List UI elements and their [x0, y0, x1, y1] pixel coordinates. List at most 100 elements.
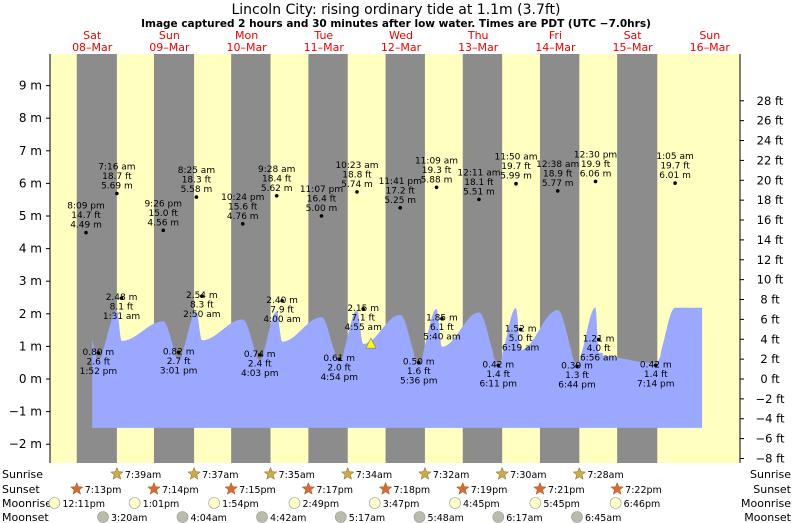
- day-date: 12–Mar: [381, 41, 422, 54]
- left-tick-label: −1 m: [9, 405, 42, 419]
- tide-label: 0.39 m: [561, 361, 593, 371]
- day-date: 11–Mar: [304, 41, 345, 54]
- tide-label: 12:11 am: [457, 168, 500, 178]
- tide-label: 5.25 m: [384, 196, 416, 206]
- tide-label: 17.2 ft: [386, 186, 416, 196]
- tide-label: 10:24 pm: [221, 193, 264, 203]
- moonset-icon: [334, 511, 347, 523]
- right-tick-label: 2 ft: [760, 352, 780, 366]
- tide-point: [361, 307, 365, 311]
- row-time: 7:28am: [587, 470, 623, 481]
- right-tick-label: 14 ft: [757, 233, 784, 247]
- row-time: 7:30am: [510, 470, 546, 481]
- moonset-icon: [176, 511, 189, 523]
- tide-point: [514, 181, 518, 186]
- tide-label: 16.4 ft: [307, 195, 337, 205]
- left-tick-label: 4 m: [19, 242, 42, 256]
- tide-point: [496, 363, 501, 368]
- day-date: 14–Mar: [535, 41, 576, 54]
- tide-point: [274, 193, 279, 198]
- row-time: 7:22pm: [625, 485, 662, 496]
- right-tick-label: 10 ft: [757, 273, 784, 287]
- day-date: 09–Mar: [149, 41, 190, 54]
- tide-label: 8:25 am: [178, 166, 215, 176]
- row-time: 7:19pm: [471, 485, 508, 496]
- tide-label: 18.1 ft: [464, 178, 494, 188]
- tide-label: 2.0 ft: [327, 364, 351, 374]
- row-time: 5:45pm: [543, 499, 580, 510]
- day-name: Sat: [83, 29, 102, 42]
- right-tick-label: 12 ft: [757, 253, 784, 267]
- left-tick-label: 3 m: [19, 274, 42, 288]
- tide-label: 1.4 ft: [644, 370, 668, 380]
- right-tick-label: 18 ft: [757, 193, 784, 207]
- tide-label: 0.80 m: [83, 348, 115, 358]
- right-tick-label: 20 ft: [757, 173, 784, 187]
- tide-label: 11:07 pm: [300, 185, 343, 195]
- chart-title: Lincoln City: rising ordinary tide at 1.…: [231, 2, 560, 18]
- tide-label: 4.49 m: [70, 221, 102, 231]
- tide-label: 0.61 m: [323, 354, 355, 364]
- tide-label: 5.58 m: [181, 185, 213, 195]
- tide-label: 6.01 m: [659, 171, 691, 181]
- tide-label: 7.1 ft: [351, 313, 375, 323]
- sunset-icon: [378, 481, 393, 495]
- tide-label: 1:31 am: [103, 312, 140, 322]
- row-time: 7:34am: [356, 470, 392, 481]
- tide-point: [280, 298, 284, 303]
- sunset-icon: [69, 481, 84, 495]
- tide-point: [115, 191, 119, 196]
- tide-label: 1.85 m: [426, 314, 458, 324]
- right-tick-label: 6 ft: [760, 312, 780, 326]
- tide-label: 19.7 ft: [501, 162, 531, 172]
- tide-label: 19.9 ft: [581, 160, 611, 170]
- tide-label: 8:09 pm: [67, 202, 105, 212]
- tide-label: 1:52 pm: [80, 367, 118, 377]
- tide-point: [575, 364, 579, 369]
- tide-label: 0.50 m: [403, 358, 435, 368]
- row-time: 2:49pm: [302, 499, 339, 510]
- chart-subtitle: Image captured 2 hours and 30 minutes af…: [141, 18, 651, 30]
- tide-point: [96, 351, 101, 355]
- tide-label: 1:05 am: [656, 152, 693, 162]
- tide-label: 2.6 ft: [87, 357, 111, 367]
- tide-label: 15.0 ft: [148, 209, 178, 219]
- row-time: 4:45pm: [463, 499, 500, 510]
- tide-point: [596, 337, 601, 342]
- tide-label: 3:01 pm: [160, 366, 198, 376]
- left-tick-label: −2 m: [9, 437, 42, 451]
- tide-point: [398, 206, 403, 210]
- tide-label: 5.51 m: [463, 187, 495, 197]
- tide-label: 19.7 ft: [660, 162, 690, 172]
- row-time: 12:11pm: [62, 499, 105, 510]
- sunrise-icon: [340, 466, 355, 480]
- tide-label: 18.9 ft: [543, 169, 573, 179]
- moonrise-icon: [48, 497, 61, 509]
- moonset-icon: [492, 511, 505, 523]
- tide-label: 19.3 ft: [422, 166, 452, 176]
- right-tick-label: −8 ft: [756, 451, 785, 465]
- tide-label: 2:50 am: [183, 310, 220, 320]
- sunset-icon: [455, 481, 470, 495]
- tide-point: [673, 181, 677, 185]
- left-tick-label: 1 m: [19, 339, 42, 353]
- row-time: 7:15pm: [239, 485, 276, 496]
- left-tick-label: 0 m: [19, 372, 42, 386]
- tide-label: 11:41 pm: [379, 177, 422, 187]
- sunrise-icon: [495, 466, 509, 480]
- row-time: 7:32am: [433, 470, 469, 481]
- row-time: 5:17am: [349, 513, 385, 523]
- tide-label: 5.99 m: [500, 172, 532, 182]
- row-time: 3:20am: [111, 513, 147, 523]
- day-date: 16–Mar: [690, 41, 731, 54]
- tide-label: 4.0 ft: [587, 344, 611, 354]
- tide-label: 4:03 pm: [241, 369, 279, 379]
- left-tick-label: 6 m: [19, 176, 42, 190]
- current-level-marker: [365, 337, 377, 349]
- tide-label: 5:40 am: [423, 333, 460, 343]
- tide-point: [416, 360, 421, 365]
- right-tick-label: −6 ft: [756, 432, 785, 446]
- row-time: 5:48am: [428, 513, 464, 523]
